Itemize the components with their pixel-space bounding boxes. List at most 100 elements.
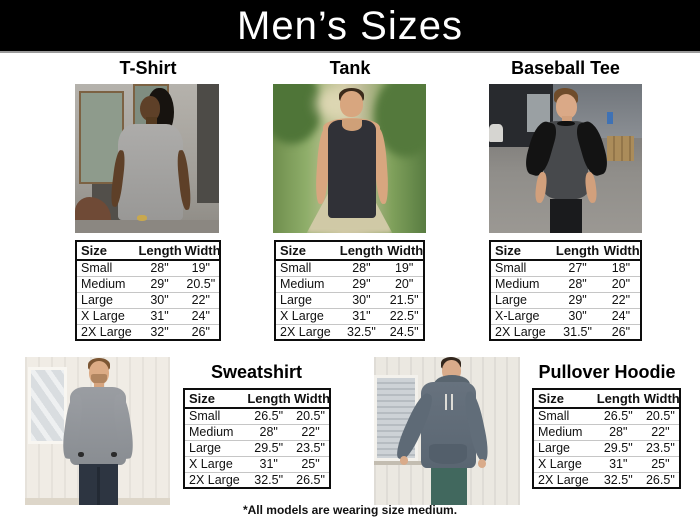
length-cell: 30"	[553, 307, 602, 324]
length-cell: 32.5"	[594, 471, 642, 488]
model-pants	[430, 468, 468, 505]
size-row: X Large 31" 24"	[76, 307, 220, 324]
width-cell: 22"	[601, 291, 641, 308]
col-header-width: Width	[182, 241, 221, 261]
size-row: Large 29" 22"	[490, 291, 641, 308]
size-cell: Small	[495, 261, 527, 276]
width-cell: 25"	[641, 455, 680, 472]
size-cell: X Large	[275, 307, 338, 324]
size-row: X Large 31" 25"	[533, 455, 680, 472]
hoodie-title: Pullover Hoodie	[538, 362, 676, 382]
width-cell: 18"	[611, 261, 631, 276]
model-collar	[557, 120, 576, 127]
model-hand	[477, 459, 486, 468]
width-cell: 20.5"	[296, 409, 325, 424]
table-header-row: Size Length Width	[490, 241, 641, 261]
model-watch	[136, 215, 147, 222]
scene-crates	[606, 136, 635, 162]
col-header-size: Size	[184, 389, 246, 409]
length-cell: 28"	[150, 261, 169, 276]
length-cell: 28"	[245, 423, 293, 440]
size-row: Small 27" 18"	[490, 260, 641, 276]
size-cell: Medium	[184, 423, 246, 440]
hoodie-size-table: Size Length Width Small 26.5" 20.5" Medium 2…	[532, 388, 681, 489]
table-header-row: Size Length Width	[184, 389, 331, 409]
footer-note: *All models are wearing size medium.	[242, 503, 458, 517]
model-jeans-seam	[96, 466, 100, 505]
width-cell: 23.5"	[292, 439, 330, 456]
size-cell: 2X Large	[275, 323, 338, 340]
length-cell: 29"	[136, 275, 183, 292]
tank-model-photo	[273, 84, 426, 233]
size-cell: 2X Large	[490, 323, 554, 340]
length-cell: 30"	[136, 291, 183, 308]
tshirt-size-table: Size Length Width Small 28" 19" Medium 29" 20…	[75, 240, 221, 341]
width-cell: 24"	[182, 307, 220, 324]
width-cell: 19"	[191, 261, 210, 276]
width-cell: 20"	[601, 275, 641, 292]
size-cell: 2X Large	[533, 471, 595, 488]
size-row: 2X Large 32.5" 26.5"	[184, 471, 330, 488]
col-header-width: Width	[601, 241, 641, 261]
scene-sign	[606, 112, 613, 125]
scene-window	[27, 367, 68, 445]
width-cell: 22.5"	[385, 307, 424, 324]
size-cell: Medium	[533, 423, 595, 440]
page-title: Men’s Sizes	[237, 3, 463, 48]
width-cell: 22"	[182, 291, 220, 308]
model-head	[139, 95, 160, 122]
width-cell: 26.5"	[292, 471, 330, 488]
size-cell: Medium	[275, 275, 338, 292]
size-row: 2X Large 31.5" 26"	[490, 323, 641, 340]
width-cell: 20"	[385, 275, 424, 292]
model-neck	[93, 382, 105, 390]
size-cell: Medium	[490, 275, 554, 292]
size-row: X Large 31" 22.5"	[275, 307, 424, 324]
col-header-width: Width	[292, 389, 331, 409]
model-tshirt	[118, 124, 183, 220]
size-cell: Small	[189, 409, 221, 424]
size-cell: X Large	[76, 307, 137, 324]
width-cell: 20.5"	[645, 409, 675, 424]
length-cell: 32"	[136, 323, 183, 340]
width-cell: 22"	[641, 423, 680, 440]
length-cell: 30"	[337, 291, 386, 308]
size-row: Medium 28" 22"	[184, 423, 330, 440]
size-cell: Large	[184, 439, 246, 456]
col-header-length: Length	[553, 241, 602, 261]
width-cell: 26.5"	[641, 471, 680, 488]
length-cell: 29.5"	[245, 439, 293, 456]
size-row: Large 30" 21.5"	[275, 291, 424, 308]
sweatshirt-title: Sweatshirt	[210, 362, 303, 382]
col-header-width: Width	[641, 389, 680, 409]
length-cell: 32.5"	[245, 471, 293, 488]
size-row: Medium 29" 20"	[275, 275, 424, 292]
scene-ground	[75, 219, 219, 233]
col-header-size: Size	[76, 241, 137, 261]
col-header-length: Length	[136, 241, 183, 261]
model-neck	[561, 116, 573, 124]
table-header-row: Size Length Width	[533, 389, 680, 409]
length-cell: 28"	[594, 423, 642, 440]
size-row: Small 28" 19"	[275, 260, 424, 276]
model-pocket	[429, 444, 468, 464]
width-cell: 20.5"	[182, 275, 220, 292]
col-header-size: Size	[275, 241, 338, 261]
tshirt-title: T-Shirt	[119, 58, 177, 78]
scene-car	[489, 124, 503, 143]
size-row: Medium 28" 22"	[533, 423, 680, 440]
model-head	[340, 91, 364, 117]
width-cell: 24.5"	[385, 323, 424, 340]
model-beard	[90, 374, 107, 385]
tank-size-table: Size Length Width Small 28" 19" Medium 29" 20…	[274, 240, 425, 341]
model-drawstring	[444, 394, 448, 411]
length-cell: 31"	[136, 307, 183, 324]
width-cell: 26"	[601, 323, 641, 340]
title-banner: Men’s Sizes	[0, 0, 700, 53]
length-cell: 28"	[352, 261, 371, 276]
width-cell: 19"	[394, 261, 414, 276]
table-header-row: Size Length Width	[76, 241, 221, 261]
length-cell: 29.5"	[594, 439, 642, 456]
width-cell: 26"	[182, 323, 220, 340]
